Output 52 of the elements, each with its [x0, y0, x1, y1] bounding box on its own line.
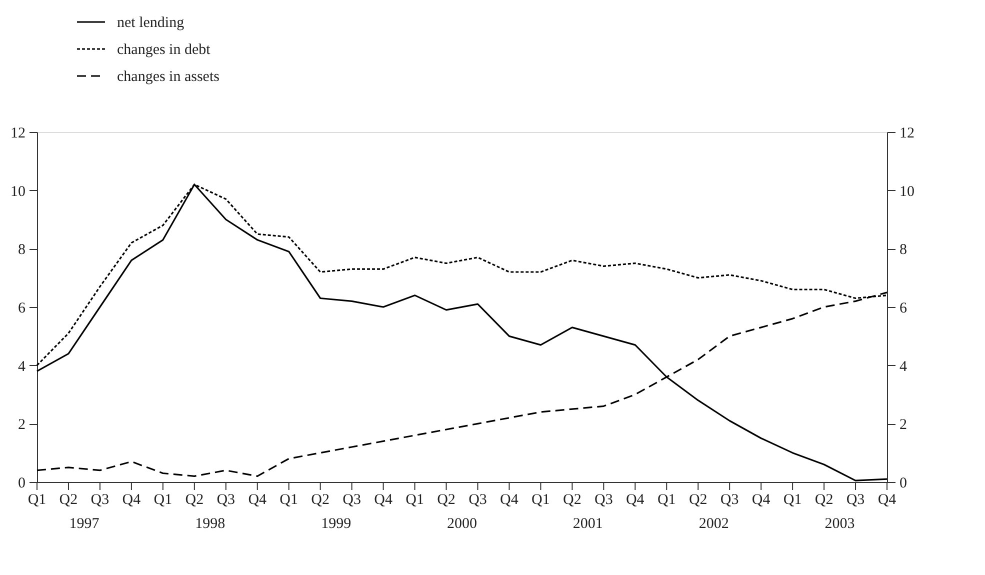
y-tick-label: 8 [18, 242, 26, 258]
x-tick-label: Q1 [28, 492, 46, 508]
x-tick-label: Q3 [594, 492, 613, 508]
y-tick-label: 0 [18, 476, 26, 492]
y2-tick-label: 8 [900, 242, 907, 258]
legend-label: changes in assets [117, 69, 220, 85]
x-tick-label: Q2 [688, 492, 708, 508]
text: 1997 [69, 516, 100, 532]
x-tick-label: Q3 [468, 492, 487, 508]
x-tick-label: Q4 [500, 492, 519, 508]
y2-tick-label: 2 [900, 417, 907, 434]
text: 1999 [321, 516, 352, 532]
text: 2002 [698, 516, 729, 532]
x-tick-label: Q2 [311, 492, 330, 508]
y-tick-label: 12 [10, 126, 26, 142]
x-tick-label: Q3 [342, 492, 361, 508]
x-tick-label: Q2 [563, 492, 582, 508]
y-tick-label: 10 [10, 184, 26, 200]
x-tick-label: Q1 [532, 492, 550, 508]
x-tick-label: Q3 [90, 492, 110, 508]
text: 2003 [824, 516, 855, 532]
y-tick-label: 6 [18, 300, 26, 316]
x-tick-label: Q1 [280, 492, 298, 508]
x-tick-label: Q2 [59, 492, 78, 508]
x-tick-label: Q4 [248, 492, 268, 508]
x-tick-label: Q1 [406, 492, 424, 508]
x-tick-label: Q3 [846, 492, 865, 508]
legend-label: net lending [117, 15, 185, 31]
y2-tick-label: 4 [900, 358, 908, 375]
x-tick-label: Q4 [752, 492, 771, 508]
x-tick-label: Q3 [216, 492, 236, 508]
x-tick-label: Q1 [154, 492, 172, 508]
y2-tick-label: 12 [900, 126, 914, 142]
x-tick-label: Q1 [657, 492, 676, 508]
y-tick-label: 4 [18, 358, 26, 375]
x-tick-label: Q4 [374, 492, 393, 508]
x-tick-label: Q4 [626, 492, 645, 508]
x-tick-label: Q1 [783, 492, 802, 508]
x-tick-label: Q3 [720, 492, 739, 508]
y-tick-label: 2 [18, 417, 26, 434]
text: 2001 [572, 516, 603, 532]
x-tick-label: Q2 [437, 492, 456, 508]
x-tick-label: Q2 [814, 492, 834, 508]
y2-tick-label: 10 [900, 184, 914, 200]
x-tick-label: Q4 [878, 492, 897, 508]
x-tick-label: Q4 [122, 492, 142, 508]
y2-tick-label: 0 [900, 476, 907, 492]
text: 2000 [447, 516, 477, 532]
text: 1998 [195, 516, 226, 532]
y2-tick-label: 6 [900, 300, 908, 316]
legend-label: changes in debt [117, 42, 212, 58]
x-tick-label: Q2 [185, 492, 204, 508]
